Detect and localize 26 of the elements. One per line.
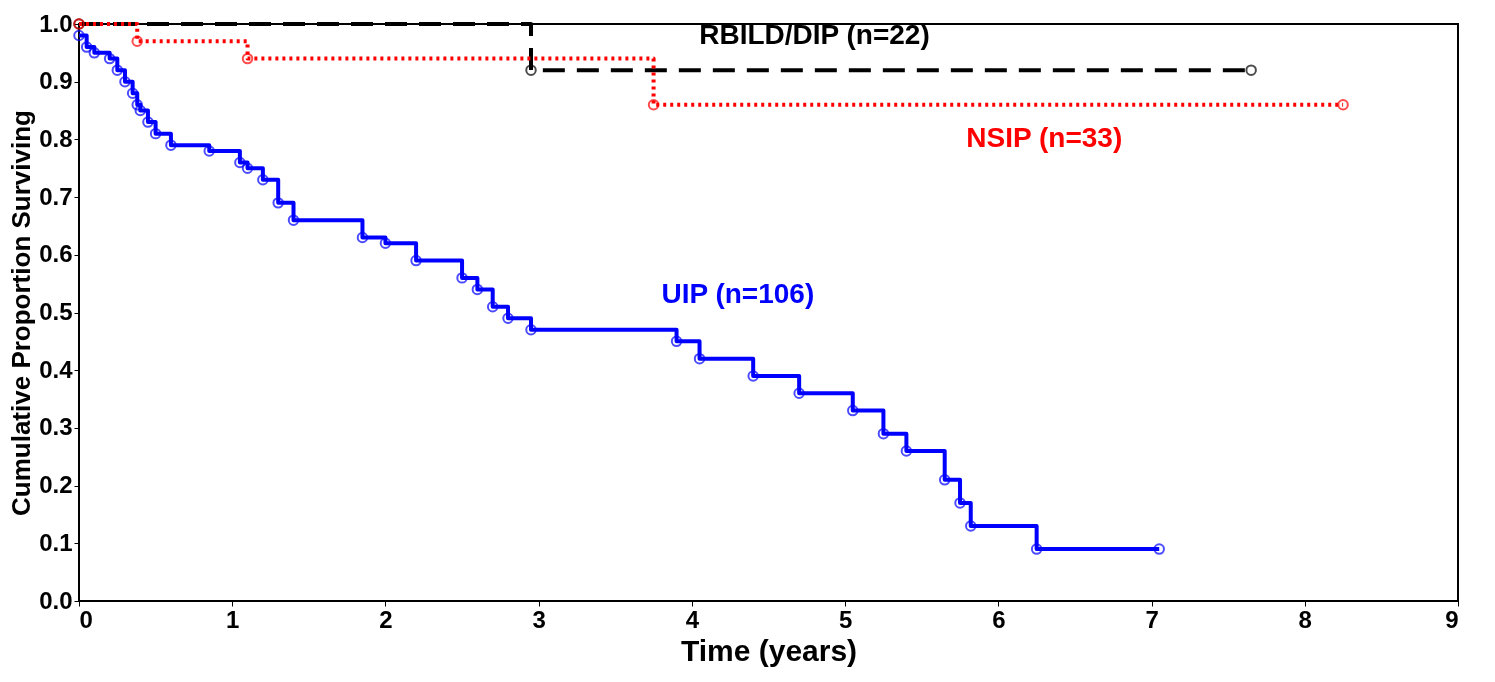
- series-label: RBILD/DIP (n=22): [699, 18, 930, 50]
- x-tick-label: 2: [379, 605, 393, 633]
- x-tick-label: 8: [1298, 605, 1312, 633]
- y-tick-label: 0.9: [39, 67, 73, 95]
- x-tick-label: 4: [685, 605, 700, 633]
- y-tick-label: 0.4: [39, 355, 74, 383]
- series-label: NSIP (n=33): [966, 122, 1123, 154]
- y-axis-title: Cumulative Proportion Surviving: [6, 110, 37, 516]
- x-tick-label: 0: [79, 605, 93, 633]
- series-label: UIP (n=106): [661, 278, 815, 310]
- y-tick-label: 0.7: [39, 182, 73, 210]
- y-tick-label: 0.2: [39, 471, 73, 499]
- x-tick-label: 1: [226, 605, 240, 633]
- y-tick-label: 0.3: [39, 413, 73, 441]
- x-tick-label: 6: [992, 605, 1006, 633]
- y-tick-label: 0.1: [39, 528, 73, 556]
- x-tick-label: 7: [1145, 605, 1159, 633]
- y-tick-label: 1.0: [39, 9, 73, 37]
- y-tick-label: 0.6: [39, 240, 73, 268]
- x-tick-label: 9: [1445, 605, 1459, 633]
- y-tick-label: 0.5: [39, 298, 73, 325]
- x-tick-label: 3: [532, 605, 546, 633]
- x-axis-title: Time (years): [680, 633, 858, 667]
- y-tick-label: 0.8: [39, 124, 73, 152]
- y-tick-label: 0.0: [39, 586, 73, 614]
- x-tick-label: 5: [838, 605, 853, 633]
